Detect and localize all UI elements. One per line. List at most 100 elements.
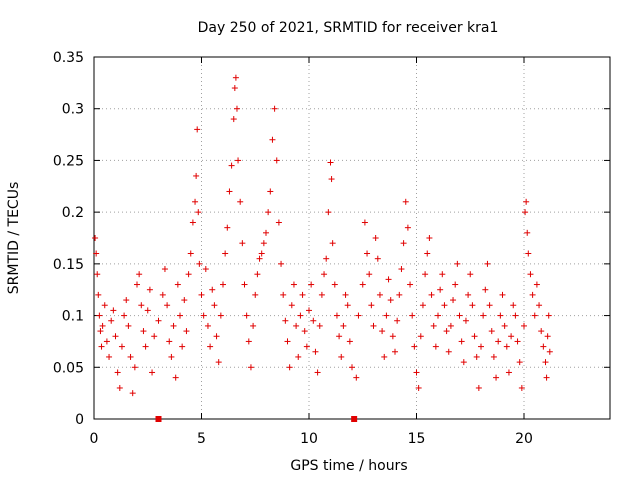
axis-ticks: 0 5 10 15 20 0 0.05 0.1 0.15 0.2 0.25 0.3 0.35 xyxy=(53,50,610,447)
data-point xyxy=(482,286,489,293)
data-point xyxy=(146,286,153,293)
data-point xyxy=(125,322,132,329)
data-point xyxy=(306,307,312,314)
data-point xyxy=(430,322,437,329)
data-point xyxy=(116,384,123,391)
data-point xyxy=(392,348,398,355)
data-point xyxy=(336,333,343,340)
data-point xyxy=(316,322,323,329)
data-point xyxy=(232,74,239,81)
data-point xyxy=(140,328,147,335)
x-tick-label: 15 xyxy=(408,431,426,447)
data-point xyxy=(97,328,104,335)
data-point xyxy=(536,302,543,309)
y-tick-label: 0.15 xyxy=(53,257,84,273)
y-tick-label: 0.35 xyxy=(53,50,84,66)
data-point xyxy=(508,333,515,340)
data-point xyxy=(432,343,439,350)
data-point xyxy=(394,317,401,324)
data-point xyxy=(503,343,510,350)
data-point xyxy=(151,333,158,340)
data-point xyxy=(544,333,551,340)
data-point xyxy=(258,250,265,257)
data-point xyxy=(161,266,168,273)
data-point xyxy=(342,291,349,298)
data-point xyxy=(142,343,149,350)
data-point xyxy=(271,105,278,112)
data-point xyxy=(465,291,472,298)
data-point xyxy=(168,353,175,360)
data-point xyxy=(92,235,99,241)
x-tick-label: 0 xyxy=(90,431,99,447)
data-point xyxy=(385,276,392,283)
data-point xyxy=(359,281,366,288)
data-point xyxy=(174,281,181,288)
data-point xyxy=(224,224,231,231)
data-point xyxy=(381,353,388,360)
data-point xyxy=(247,364,254,371)
data-point xyxy=(215,359,222,366)
data-point xyxy=(340,322,347,329)
data-point xyxy=(177,312,183,319)
data-point xyxy=(441,302,448,309)
data-point xyxy=(282,317,289,324)
data-point xyxy=(136,271,143,278)
data-point xyxy=(204,322,211,329)
data-point xyxy=(328,176,335,183)
data-point xyxy=(134,281,140,288)
data-point xyxy=(325,209,332,216)
data-point xyxy=(531,312,538,319)
data-point xyxy=(96,312,103,319)
data-point xyxy=(207,343,214,350)
data-point xyxy=(275,219,282,226)
data-point xyxy=(185,271,192,278)
data-point xyxy=(166,338,173,345)
data-point xyxy=(278,260,285,267)
data-point xyxy=(419,302,426,309)
data-point xyxy=(93,250,100,257)
data-point xyxy=(383,312,390,319)
data-point xyxy=(372,235,379,241)
data-point xyxy=(269,136,276,143)
data-point xyxy=(263,229,269,236)
data-point xyxy=(159,291,166,298)
x-tick-label: 20 xyxy=(515,431,533,447)
data-point xyxy=(110,307,117,314)
data-point xyxy=(310,317,317,324)
data-point xyxy=(344,302,351,309)
chart-title: Day 250 of 2021, SRMTID for receiver kra… xyxy=(198,20,499,36)
data-point xyxy=(368,302,375,309)
data-point xyxy=(149,369,156,376)
data-point xyxy=(426,235,433,241)
data-point xyxy=(460,359,467,366)
data-point xyxy=(213,333,220,340)
y-tick-label: 0.3 xyxy=(62,102,84,118)
data-point xyxy=(452,281,459,288)
y-tick-label: 0.2 xyxy=(62,205,84,221)
data-point xyxy=(467,271,474,278)
data-point xyxy=(480,312,487,319)
data-point xyxy=(267,188,274,195)
data-point xyxy=(241,281,248,288)
data-point xyxy=(211,302,218,309)
data-point xyxy=(273,157,280,164)
data-point xyxy=(546,348,553,355)
data-point xyxy=(473,353,480,360)
data-point xyxy=(155,317,162,324)
data-point xyxy=(118,343,125,350)
data-point xyxy=(301,328,308,335)
data-point xyxy=(290,281,297,288)
data-point xyxy=(195,209,202,216)
data-point xyxy=(428,291,435,298)
data-point xyxy=(280,291,287,298)
data-point xyxy=(333,312,340,319)
data-point xyxy=(200,312,207,319)
data-point xyxy=(475,384,482,391)
data-point xyxy=(228,162,235,169)
data-point xyxy=(353,374,360,381)
data-point xyxy=(514,338,521,345)
data-point xyxy=(103,338,110,345)
data-point xyxy=(510,302,517,309)
data-point xyxy=(435,312,441,319)
data-point xyxy=(237,198,244,205)
